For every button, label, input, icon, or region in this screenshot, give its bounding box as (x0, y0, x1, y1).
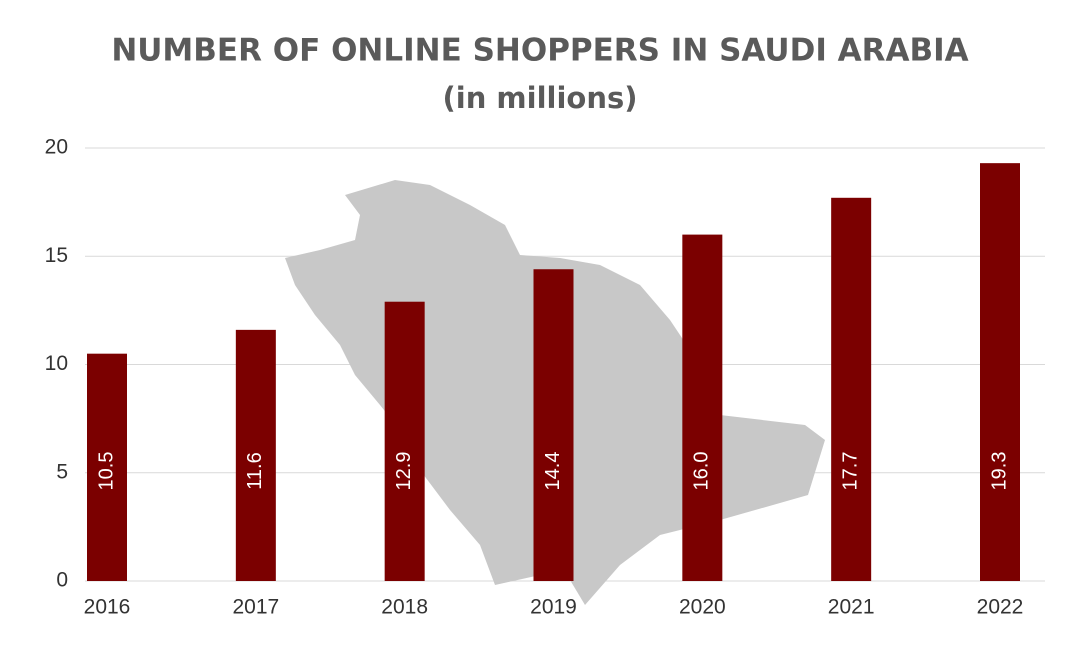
x-tick-label: 2018 (381, 596, 428, 619)
x-tick-label: 2017 (232, 596, 279, 619)
value-label: 17.7 (839, 452, 861, 491)
x-tick-label: 2021 (828, 596, 875, 619)
x-tick-label: 2019 (530, 596, 577, 619)
bar (235, 329, 276, 581)
value-label: 16.0 (691, 452, 713, 491)
x-tick-label: 2022 (977, 596, 1024, 619)
y-tick-label: 15 (45, 244, 68, 267)
y-tick-label: 0 (56, 569, 68, 592)
value-label: 14.4 (542, 452, 564, 491)
bar (533, 269, 574, 581)
bar (87, 353, 127, 581)
value-label: 11.6 (244, 452, 266, 489)
bars: 2016 10.5 2017 11.6 2018 12.9 2019 14.4 2020 16.0… (84, 163, 1024, 619)
chart-title: NUMBER OF ONLINE SHOPPERS IN SAUDI ARABI… (111, 33, 968, 69)
value-label: 19.3 (988, 452, 1010, 491)
y-tick-label: 20 (45, 136, 68, 159)
y-tick-label: 5 (56, 460, 68, 483)
bar (682, 234, 723, 581)
x-tick-label: 2020 (679, 596, 726, 619)
bar (980, 163, 1020, 581)
value-label: 10.5 (95, 452, 117, 491)
bar (831, 197, 872, 582)
value-label: 12.9 (393, 452, 415, 491)
x-tick-label: 2016 (84, 596, 131, 619)
bar (384, 301, 425, 581)
chart-subtitle: (in millions) (443, 81, 638, 115)
y-tick-label: 10 (45, 352, 68, 375)
